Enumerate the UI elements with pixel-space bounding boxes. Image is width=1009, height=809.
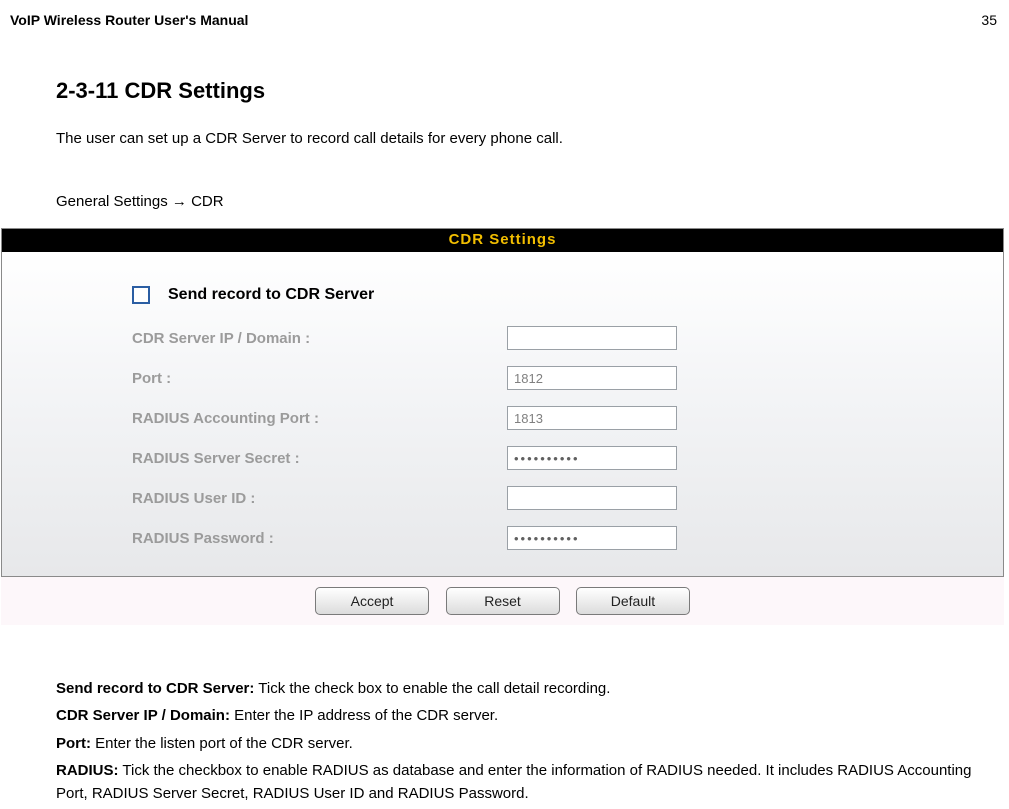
radius-user-label: RADIUS User ID : <box>2 490 507 507</box>
section-intro: The user can set up a CDR Server to reco… <box>56 130 989 147</box>
button-row: Accept Reset Default <box>1 587 1004 615</box>
port-input[interactable] <box>507 366 677 390</box>
panel-body: Send record to CDR Server CDR Server IP … <box>2 252 1003 576</box>
breadcrumb: General Settings → CDR <box>56 193 989 210</box>
default-button[interactable]: Default <box>576 587 690 615</box>
radius-secret-label: RADIUS Server Secret : <box>2 450 507 467</box>
send-record-checkbox[interactable] <box>132 286 150 304</box>
radius-password-input[interactable] <box>507 526 677 550</box>
desc-ip-bold: CDR Server IP / Domain: <box>56 707 230 724</box>
settings-panel-wrap: CDR Settings Send record to CDR Server C… <box>1 228 1004 625</box>
desc-port-text: Enter the listen port of the CDR server. <box>91 735 353 752</box>
radius-password-label: RADIUS Password : <box>2 530 507 547</box>
panel-title: CDR Settings <box>2 229 1003 252</box>
desc-ip-text: Enter the IP address of the CDR server. <box>230 707 498 724</box>
desc-send-text: Tick the check box to enable the call de… <box>254 680 610 697</box>
desc-send-bold: Send record to CDR Server: <box>56 680 254 697</box>
port-label: Port : <box>2 370 507 387</box>
reset-button[interactable]: Reset <box>446 587 560 615</box>
radius-secret-input[interactable] <box>507 446 677 470</box>
doc-page-number: 35 <box>981 12 997 28</box>
accept-button[interactable]: Accept <box>315 587 429 615</box>
desc-radius-text: Tick the checkbox to enable RADIUS as da… <box>56 762 971 802</box>
radius-acct-port-label: RADIUS Accounting Port : <box>2 410 507 427</box>
send-record-label: Send record to CDR Server <box>168 286 374 304</box>
desc-radius-bold: RADIUS: <box>56 762 119 779</box>
description-block: Send record to CDR Server: Tick the chec… <box>56 677 989 805</box>
cdr-ip-label: CDR Server IP / Domain : <box>2 330 507 347</box>
cdr-ip-input[interactable] <box>507 326 677 350</box>
section-title: 2-3-11 CDR Settings <box>56 78 989 104</box>
radius-acct-port-input[interactable] <box>507 406 677 430</box>
settings-panel: CDR Settings Send record to CDR Server C… <box>1 228 1004 577</box>
desc-port-bold: Port: <box>56 735 91 752</box>
doc-header-title: VoIP Wireless Router User's Manual <box>10 12 248 28</box>
radius-user-input[interactable] <box>507 486 677 510</box>
